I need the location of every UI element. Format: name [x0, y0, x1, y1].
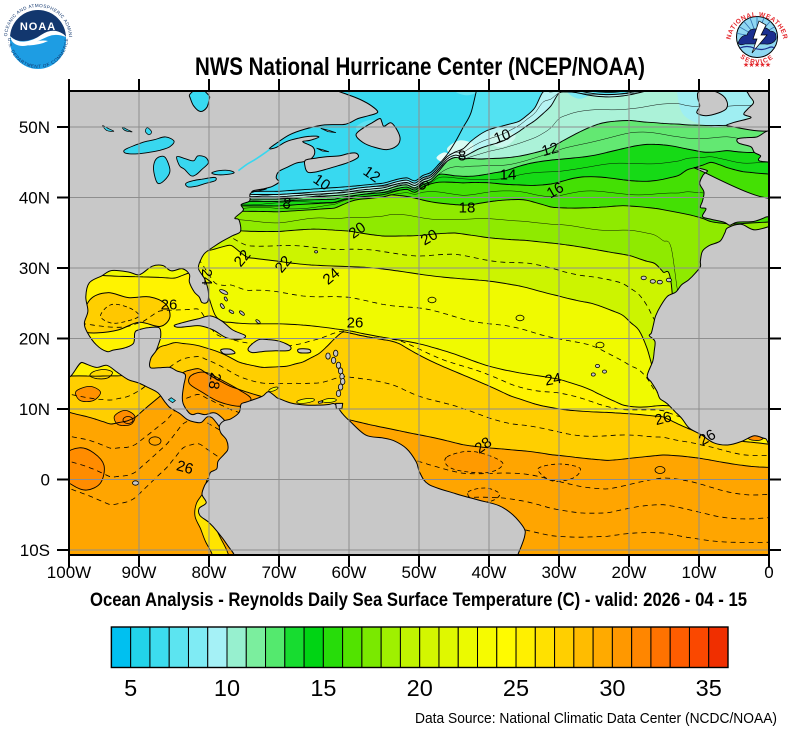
- svg-text:30: 30: [599, 675, 625, 701]
- svg-text:28: 28: [472, 434, 495, 457]
- svg-text:40N: 40N: [19, 189, 50, 208]
- svg-text:20: 20: [407, 675, 433, 701]
- svg-text:50N: 50N: [19, 118, 50, 137]
- svg-text:10: 10: [214, 675, 240, 701]
- svg-text:NWS National Hurricane Center: NWS National Hurricane Center (NCEP/NOAA…: [195, 53, 645, 81]
- svg-text:35: 35: [696, 675, 722, 701]
- svg-text:26: 26: [161, 296, 178, 313]
- svg-text:60W: 60W: [332, 563, 367, 582]
- svg-text:10: 10: [310, 171, 333, 194]
- svg-text:24: 24: [543, 370, 562, 390]
- svg-text:★: ★: [759, 61, 765, 69]
- svg-text:26: 26: [175, 457, 196, 478]
- svg-text:70W: 70W: [262, 563, 297, 582]
- svg-text:24: 24: [198, 269, 215, 286]
- svg-text:0: 0: [41, 471, 50, 490]
- svg-text:Data Source: National Climatic: Data Source: National Climatic Data Cent…: [415, 710, 777, 727]
- svg-text:★: ★: [765, 61, 771, 69]
- svg-text:30W: 30W: [542, 563, 577, 582]
- svg-text:26: 26: [696, 426, 719, 449]
- svg-text:20: 20: [418, 226, 441, 249]
- svg-text:10: 10: [492, 126, 513, 148]
- svg-text:12: 12: [540, 139, 561, 160]
- svg-text:16: 16: [544, 179, 567, 202]
- svg-text:★: ★: [748, 61, 754, 69]
- svg-text:40W: 40W: [472, 563, 507, 582]
- svg-text:80W: 80W: [192, 563, 227, 582]
- svg-text:12: 12: [360, 163, 383, 186]
- svg-text:20W: 20W: [612, 563, 647, 582]
- svg-text:5: 5: [124, 675, 137, 701]
- svg-text:Ocean Analysis - Reynolds Dail: Ocean Analysis - Reynolds Daily Sea Surf…: [90, 590, 747, 611]
- svg-text:10W: 10W: [682, 563, 717, 582]
- svg-text:8: 8: [281, 195, 292, 213]
- svg-text:NOAA: NOAA: [20, 21, 56, 33]
- svg-text:20N: 20N: [19, 330, 50, 349]
- svg-text:★: ★: [743, 61, 749, 69]
- svg-text:28: 28: [204, 371, 224, 390]
- svg-text:10S: 10S: [20, 541, 50, 560]
- svg-text:100W: 100W: [47, 563, 91, 582]
- svg-text:20: 20: [346, 219, 369, 242]
- svg-text:14: 14: [500, 166, 517, 183]
- svg-text:26: 26: [653, 408, 674, 429]
- svg-text:90W: 90W: [122, 563, 157, 582]
- svg-text:15: 15: [310, 675, 336, 701]
- svg-text:26: 26: [347, 314, 364, 331]
- svg-text:★: ★: [754, 61, 760, 69]
- svg-text:0: 0: [764, 563, 773, 582]
- svg-text:18: 18: [459, 199, 476, 216]
- svg-text:10N: 10N: [19, 400, 50, 419]
- svg-text:25: 25: [503, 675, 529, 701]
- svg-text:30N: 30N: [19, 259, 50, 278]
- svg-text:50W: 50W: [402, 563, 437, 582]
- svg-text:8: 8: [458, 147, 466, 164]
